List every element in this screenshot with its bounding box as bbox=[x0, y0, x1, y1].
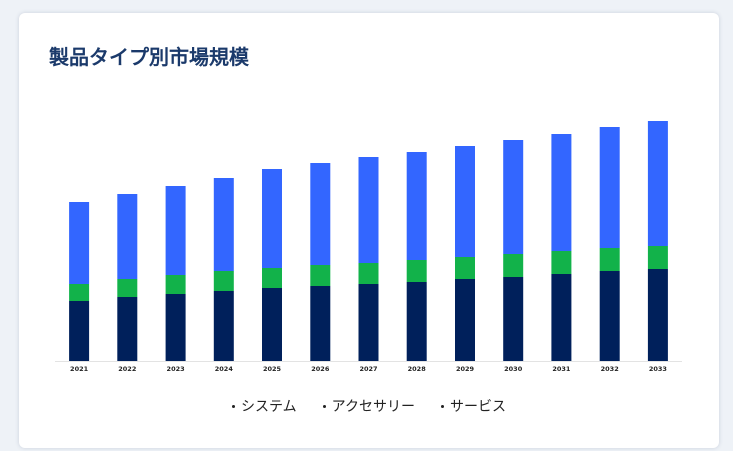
bar-segment-2025-series-0[interactable] bbox=[262, 288, 282, 361]
legend-bullet-icon bbox=[440, 404, 444, 408]
x-tick-label-2029: 2029 bbox=[456, 365, 475, 373]
bar-segment-2028-series-0[interactable] bbox=[406, 282, 427, 361]
chart-card: 製品タイプ別市場規模 2021 2022 2023 2024 2025 2026 2027 2… bbox=[19, 13, 719, 448]
bar-segment-2023-series-2[interactable] bbox=[165, 186, 186, 275]
bar-segment-2031-series-2[interactable] bbox=[551, 134, 572, 251]
bar-segment-2024-series-1[interactable] bbox=[213, 271, 234, 291]
x-tick-label-2025: 2025 bbox=[263, 365, 282, 373]
bar-segment-2025-series-2[interactable] bbox=[262, 169, 282, 268]
bar-segment-2023-series-0[interactable] bbox=[165, 294, 186, 361]
bar-segment-2026-series-2[interactable] bbox=[310, 163, 331, 265]
bar-segment-2030-series-2[interactable] bbox=[503, 140, 524, 254]
bar-segment-2021-series-0[interactable] bbox=[69, 301, 90, 361]
x-tick-label-2026: 2026 bbox=[311, 365, 330, 373]
bar-segment-2022-series-0[interactable] bbox=[117, 297, 138, 361]
bar-segment-2030-series-0[interactable] bbox=[503, 277, 524, 361]
x-tick-label-2032: 2032 bbox=[601, 365, 619, 373]
chart-legend: システム アクセサリー サービス bbox=[19, 396, 719, 416]
bar-segment-2029-series-1[interactable] bbox=[455, 257, 475, 279]
bar-segment-2022-series-1[interactable] bbox=[117, 279, 138, 297]
bar-segment-2027-series-0[interactable] bbox=[358, 284, 379, 361]
bar-segment-2033-series-2[interactable] bbox=[647, 121, 668, 246]
bar-segment-2027-series-2[interactable] bbox=[358, 157, 379, 263]
stacked-bar-chart: 2021 2022 2023 2024 2025 2026 2027 2028 2029 2030… bbox=[55, 121, 682, 373]
bar-segment-2033-series-0[interactable] bbox=[647, 269, 668, 361]
bar-segment-2022-series-2[interactable] bbox=[117, 194, 138, 279]
bar-segment-2032-series-0[interactable] bbox=[599, 271, 620, 361]
bar-segment-2021-series-1[interactable] bbox=[69, 284, 90, 301]
bar-segment-2029-series-0[interactable] bbox=[455, 279, 475, 361]
bar-segment-2021-series-2[interactable] bbox=[69, 202, 90, 284]
legend-label: サービス bbox=[449, 399, 506, 415]
x-tick-label-2028: 2028 bbox=[408, 365, 427, 373]
legend-bullet-icon bbox=[322, 404, 326, 408]
x-tick-label-2027: 2027 bbox=[359, 365, 377, 373]
x-tick-label-2022: 2022 bbox=[118, 365, 136, 373]
legend-item-1[interactable]: アクセサリー bbox=[322, 396, 415, 416]
legend-label: アクセサリー bbox=[331, 399, 415, 415]
x-tick-label-2033: 2033 bbox=[649, 365, 667, 373]
bar-segment-2030-series-1[interactable] bbox=[503, 254, 524, 277]
bar-segment-2024-series-0[interactable] bbox=[213, 291, 234, 361]
bar-segment-2023-series-1[interactable] bbox=[165, 275, 186, 294]
legend-bullet-icon bbox=[232, 404, 236, 408]
bar-segment-2031-series-1[interactable] bbox=[551, 251, 572, 274]
bar-segment-2024-series-2[interactable] bbox=[213, 178, 234, 271]
bar-segment-2027-series-1[interactable] bbox=[358, 263, 379, 284]
legend-item-2[interactable]: サービス bbox=[440, 396, 506, 416]
bar-segment-2031-series-0[interactable] bbox=[551, 274, 572, 361]
bar-segment-2026-series-0[interactable] bbox=[310, 286, 331, 361]
bar-segment-2032-series-1[interactable] bbox=[599, 248, 620, 271]
bar-segment-2033-series-1[interactable] bbox=[647, 246, 668, 269]
chart-title: 製品タイプ別市場規模 bbox=[49, 45, 249, 69]
bar-segment-2028-series-2[interactable] bbox=[406, 152, 427, 260]
legend-label: システム bbox=[241, 399, 297, 415]
bar-segment-2032-series-2[interactable] bbox=[599, 127, 620, 248]
bar-segment-2025-series-1[interactable] bbox=[262, 268, 282, 288]
x-tick-label-2023: 2023 bbox=[167, 365, 185, 373]
bar-segment-2026-series-1[interactable] bbox=[310, 265, 331, 286]
x-tick-label-2031: 2031 bbox=[552, 365, 571, 373]
bar-segment-2028-series-1[interactable] bbox=[406, 260, 427, 282]
x-tick-label-2030: 2030 bbox=[504, 365, 523, 373]
x-tick-label-2021: 2021 bbox=[70, 365, 89, 373]
legend-item-0[interactable]: システム bbox=[232, 396, 297, 416]
bar-segment-2029-series-2[interactable] bbox=[455, 146, 475, 257]
x-tick-label-2024: 2024 bbox=[215, 365, 234, 373]
